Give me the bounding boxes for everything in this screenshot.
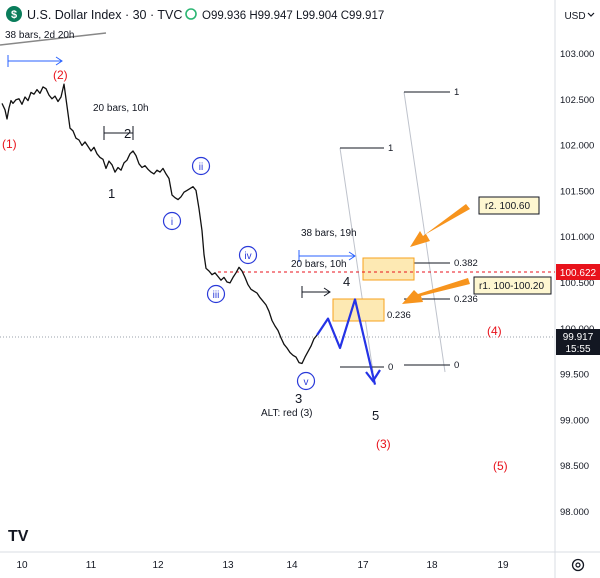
- fib-b-label-0236: 0.236: [454, 294, 478, 305]
- ruler-20-bars-b: 20 bars, 10h: [291, 259, 347, 298]
- currency-dropdown-icon[interactable]: [587, 12, 595, 17]
- fib-c-label-0236: 0.236: [387, 310, 411, 321]
- red-level-price: 100.622: [560, 268, 597, 279]
- wave-label-1: 1: [108, 186, 115, 201]
- x-tick-label: 19: [497, 560, 509, 571]
- fib-b-label-1: 1: [454, 87, 459, 98]
- time-axis[interactable]: 10 11 12 13 14 17 18 19: [16, 560, 509, 571]
- wave-label-4: 4: [343, 274, 350, 289]
- wave-label-3: 3: [295, 391, 302, 406]
- last-price-badge: [556, 329, 600, 355]
- sub-wave-iv: iv: [244, 251, 251, 262]
- y-tick-label: 98.000: [560, 507, 589, 518]
- x-tick-label: 17: [357, 560, 369, 571]
- sub-wave-v: v: [304, 377, 309, 388]
- sub-wave-iii-circle: [206, 284, 226, 304]
- arrow-r2-icon: [410, 204, 470, 247]
- ohlc-values: O99.936 H99.947 L99.904 C99.917: [202, 10, 384, 22]
- red-level-badge: [556, 264, 600, 280]
- last-price-value: 99.917: [563, 332, 594, 343]
- ruler-20b-arrow-icon: [323, 287, 331, 297]
- resistance-zone-r2[interactable]: [362, 257, 415, 281]
- ruler-mid: 20 bars, 10h: [93, 103, 149, 140]
- ruler-mid-label: 20 bars, 10h: [93, 103, 149, 114]
- r2-label: r2. 100.60: [485, 201, 530, 212]
- wave-label-2: 2: [124, 126, 131, 141]
- r2-label-box[interactable]: [478, 196, 540, 215]
- sub-wave-v-circle: [296, 371, 316, 391]
- y-tick-label: 103.000: [560, 49, 594, 60]
- y-tick-label: 99.000: [560, 415, 589, 426]
- projection-arrowhead-icon: [365, 369, 381, 383]
- sub-wave-iii: iii: [213, 290, 220, 301]
- x-tick-label: 18: [426, 560, 438, 571]
- orange-arrows: [402, 204, 470, 304]
- ruler-20b-label: 20 bars, 10h: [291, 259, 347, 270]
- y-tick-label: 100.500: [560, 278, 594, 289]
- ruler-top: 38 bars, 2d 20h: [0, 30, 107, 67]
- sub-wave-text: ii i iv iii v: [171, 162, 309, 388]
- settings-gear-icon[interactable]: [571, 558, 585, 572]
- fib-a-label-1: 1: [388, 143, 393, 154]
- x-tick-label: 10: [16, 560, 28, 571]
- symbol-badge: $: [11, 9, 17, 21]
- arrow-r1-icon: [402, 278, 470, 304]
- wave-label-red-2: (2): [53, 68, 68, 82]
- sub-wave-ii-circle: [191, 156, 211, 176]
- fib-a-label-0: 0: [388, 362, 393, 373]
- y-tick-label: 102.000: [560, 141, 594, 152]
- x-tick-label: 12: [152, 560, 164, 571]
- x-tick-label: 14: [286, 560, 298, 571]
- r1-label: r1. 100-100.20: [479, 281, 544, 292]
- wave-label-red-4: (4): [487, 324, 502, 338]
- wave-labels: 1 2 3 4 5: [108, 126, 379, 423]
- market-status-icon: [185, 8, 197, 20]
- sub-wave-ii: ii: [199, 162, 203, 173]
- wave-label-red-5: (5): [493, 459, 508, 473]
- wave-label-red-1: (1): [2, 137, 17, 151]
- ruler-top-label: 38 bars, 2d 20h: [5, 30, 75, 41]
- fib-labels: 1 0 1 0.382 0.236 0 0.236: [387, 87, 478, 373]
- chart-header: $ U.S. Dollar Index · 30 · TVC O99.936 H…: [6, 6, 384, 22]
- fib-b-label-0382: 0.382: [454, 258, 478, 269]
- x-tick-label: 11: [86, 560, 97, 571]
- wave-label-red-3: (3): [376, 437, 391, 451]
- alt-count-note: ALT: red (3): [261, 408, 313, 419]
- projection-path: [316, 298, 377, 385]
- symbol-badge-icon: [6, 6, 22, 22]
- ruler-top-arrow-icon: [55, 56, 63, 66]
- ruler-38-label: 38 bars, 19h: [301, 228, 357, 239]
- wave-label-5: 5: [372, 408, 379, 423]
- y-tick-label: 99.500: [560, 370, 589, 381]
- ruler-38-bars: 38 bars, 19h: [298, 228, 357, 262]
- sub-wave-i: i: [171, 217, 173, 228]
- sub-wave-iv-circle: [238, 245, 258, 265]
- ruler-38-arrow-icon: [348, 251, 356, 261]
- sub-wave-i-circle: [162, 211, 182, 231]
- r1-label-box[interactable]: [473, 276, 552, 295]
- y-tick-label: 101.500: [560, 186, 594, 197]
- fib-extension-channel: [339, 91, 446, 373]
- red-wave-labels: (1) (2) (3) (4) (5): [2, 68, 508, 473]
- fib-b-label-0: 0: [454, 360, 459, 371]
- last-price-time: 15:55: [565, 344, 590, 355]
- currency-label[interactable]: USD: [564, 11, 585, 22]
- y-tick-label: 102.500: [560, 95, 594, 106]
- tradingview-logo[interactable]: TV: [8, 528, 29, 545]
- sub-wave-labels: [162, 156, 316, 391]
- x-tick-label: 13: [222, 560, 234, 571]
- y-tick-label: 98.500: [560, 461, 589, 472]
- price-axis[interactable]: USD 103.000 102.500 102.000 101.500 101.000 1…: [560, 11, 595, 518]
- chart-title[interactable]: U.S. Dollar Index · 30 · TVC: [27, 8, 182, 22]
- tradingview-logo-mark: TV: [8, 528, 29, 545]
- y-tick-label: 101.000: [560, 232, 594, 243]
- price-series: [1, 83, 318, 365]
